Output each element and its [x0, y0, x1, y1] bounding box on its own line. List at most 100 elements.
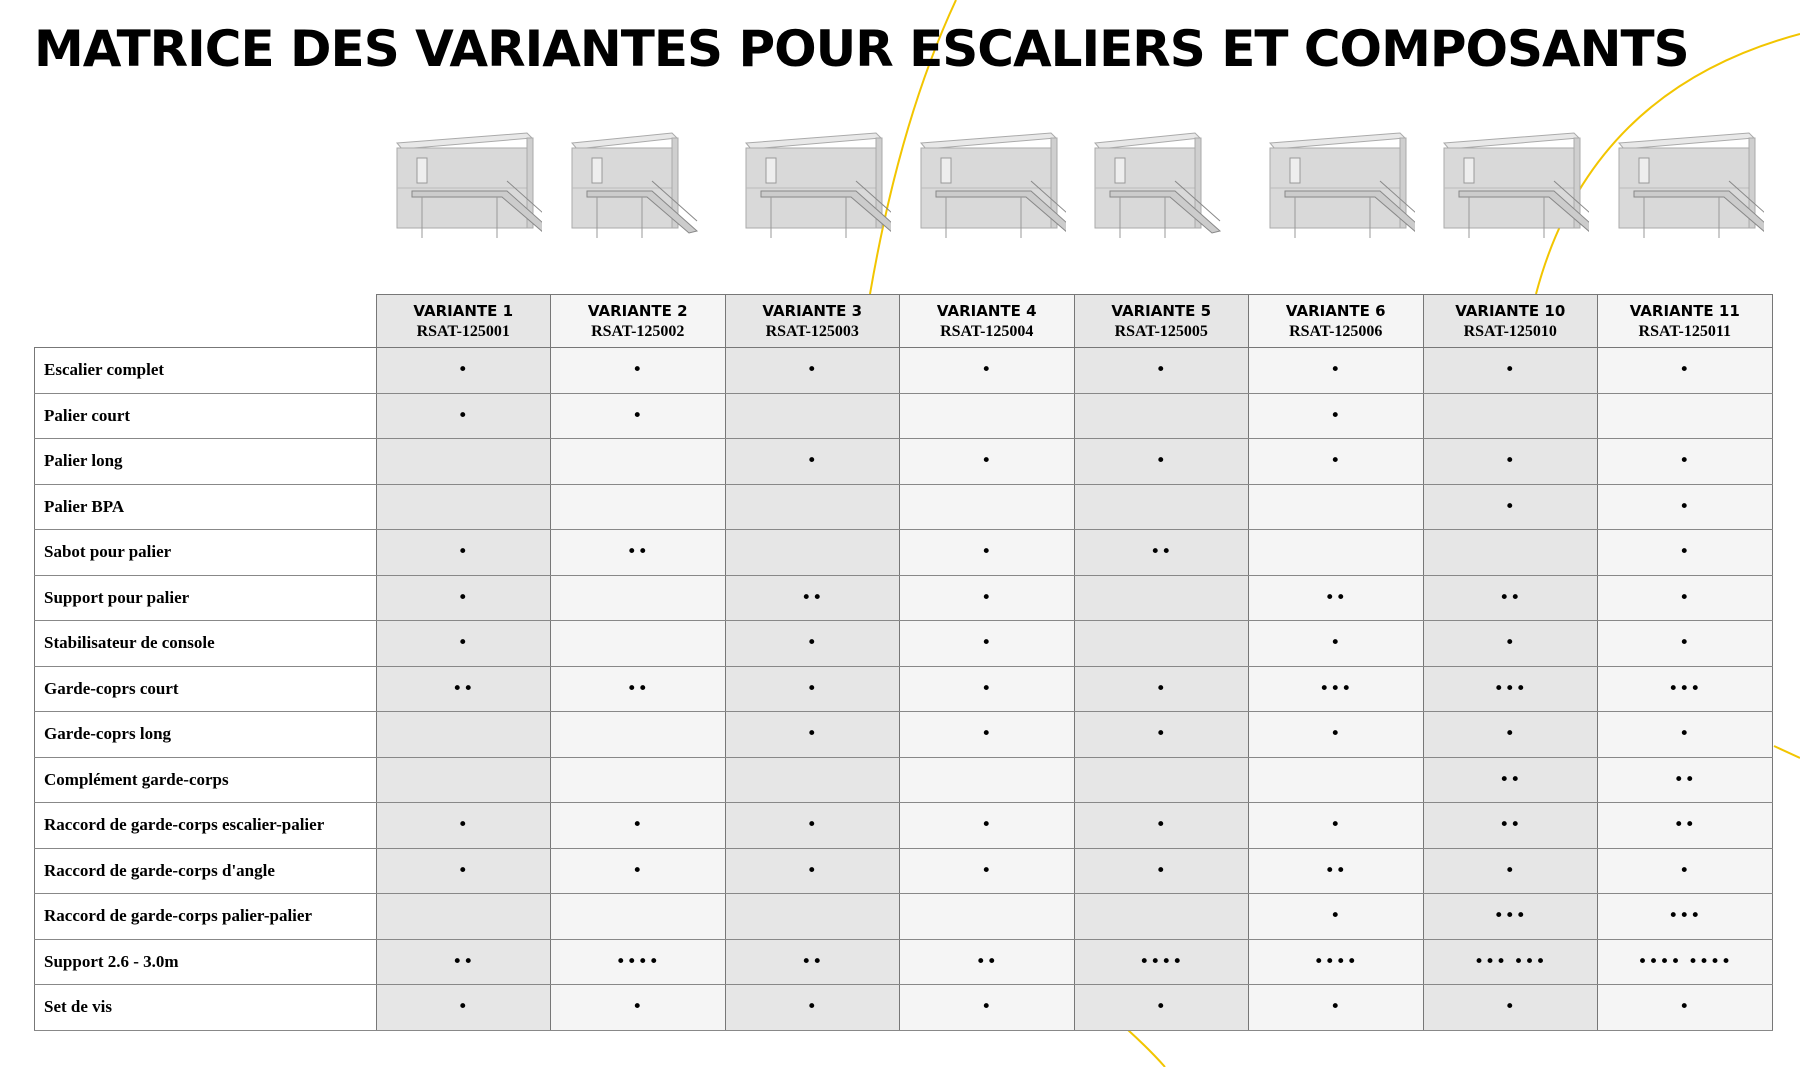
stair-variant-image — [724, 118, 899, 258]
quantity-cell: •• — [1597, 756, 1773, 803]
quantity-cell: • — [724, 711, 900, 758]
column-header-variant: VARIANTE 3 RSAT-125003 — [724, 294, 900, 348]
quantity-cell: • — [899, 984, 1075, 1031]
quantity-cell — [724, 756, 900, 803]
quantity-cell — [1073, 574, 1249, 621]
column-header-variant: VARIANTE 2 RSAT-125002 — [550, 294, 726, 348]
quantity-cell — [1073, 756, 1249, 803]
variant-name: VARIANTE 4 — [936, 301, 1037, 320]
row-label: Sabot pour palier — [34, 529, 377, 576]
quantity-cell: • — [1248, 711, 1424, 758]
quantity-cell: • — [1422, 711, 1598, 758]
quantity-cell — [550, 574, 726, 621]
quantity-cell: • — [375, 392, 551, 439]
quantity-cell — [1422, 392, 1598, 439]
quantity-cell — [899, 483, 1075, 530]
variant-name: VARIANTE 1 — [413, 301, 514, 320]
quantity-cell: •• — [1422, 574, 1598, 621]
quantity-cell: • — [1597, 847, 1773, 894]
row-label: Garde-coprs long — [34, 711, 377, 758]
variant-code: RSAT-125011 — [1638, 322, 1731, 340]
header-blank-cell — [34, 294, 376, 348]
table-row: Raccord de garde-corps escalier-palier • •… — [34, 802, 1773, 849]
stair-variant-image — [375, 118, 550, 258]
quantity-cell: •• — [1248, 574, 1424, 621]
quantity-cell: •• — [724, 574, 900, 621]
table-row: Complément garde-corps •• •• — [34, 756, 1773, 803]
quantity-cell — [1073, 392, 1249, 439]
quantity-cell: •••• — [1248, 938, 1424, 985]
quantity-cell: • — [1248, 392, 1424, 439]
quantity-cell: ••• — [1597, 893, 1773, 940]
column-header-variant: VARIANTE 1 RSAT-125001 — [375, 294, 551, 348]
column-header-variant: VARIANTE 6 RSAT-125006 — [1248, 294, 1424, 348]
stair-variant-image — [550, 118, 725, 258]
quantity-cell: • — [899, 529, 1075, 576]
quantity-cell: • — [1248, 438, 1424, 485]
quantity-cell: • — [724, 847, 900, 894]
table-row: Raccord de garde-corps palier-palier • •••… — [34, 893, 1773, 940]
table-row: Garde-coprs court •• •• • • • ••• ••• ••• — [34, 665, 1773, 712]
variant-name: VARIANTE 6 — [1285, 301, 1386, 320]
variant-name: VARIANTE 3 — [762, 301, 863, 320]
variant-code: RSAT-125002 — [591, 322, 685, 340]
quantity-cell: • — [724, 984, 900, 1031]
row-label: Set de vis — [34, 984, 377, 1031]
variant-images — [375, 118, 1771, 258]
quantity-cell: • — [899, 347, 1075, 394]
quantity-cell: • — [1422, 483, 1598, 530]
variant-name: VARIANTE 11 — [1629, 301, 1740, 320]
quantity-cell — [1073, 483, 1249, 530]
column-header-variant: VARIANTE 4 RSAT-125004 — [899, 294, 1075, 348]
table-row: Palier long • • • • • • — [34, 438, 1773, 485]
variant-code: RSAT-125010 — [1463, 322, 1557, 340]
quantity-cell: • — [550, 347, 726, 394]
quantity-cell: • — [375, 620, 551, 667]
row-label: Palier BPA — [34, 483, 377, 530]
quantity-cell: •• — [1073, 529, 1249, 576]
quantity-cell: ••• — [1422, 893, 1598, 940]
quantity-cell: • — [899, 665, 1075, 712]
variant-matrix-table: VARIANTE 1 RSAT-125001 VARIANTE 2 RSAT-1250… — [34, 294, 1773, 1031]
quantity-cell: • — [1597, 347, 1773, 394]
quantity-cell: • — [1073, 847, 1249, 894]
quantity-cell — [1597, 392, 1773, 439]
stair-variant-image — [1422, 118, 1597, 258]
table-row: Palier court • • • — [34, 392, 1773, 439]
stair-variant-image — [1597, 118, 1772, 258]
quantity-cell: • — [1073, 347, 1249, 394]
yellow-arc-right-lower — [1773, 745, 1800, 759]
quantity-cell: • — [1597, 529, 1773, 576]
quantity-cell: •••• — [1073, 938, 1249, 985]
quantity-cell: •• — [1422, 802, 1598, 849]
quantity-cell: • — [1248, 984, 1424, 1031]
row-label: Raccord de garde-corps escalier-palier — [34, 802, 377, 849]
stair-variant-image — [1248, 118, 1423, 258]
quantity-cell — [375, 438, 551, 485]
variant-code: RSAT-125005 — [1114, 322, 1208, 340]
quantity-cell: •• — [550, 665, 726, 712]
quantity-cell: • — [1597, 984, 1773, 1031]
quantity-cell — [375, 756, 551, 803]
table-row: Set de vis • • • • • • • • — [34, 984, 1773, 1031]
quantity-cell: • — [1073, 711, 1249, 758]
quantity-cell: • — [724, 438, 900, 485]
quantity-cell: • — [899, 802, 1075, 849]
quantity-cell: • — [1597, 620, 1773, 667]
quantity-cell: • — [375, 847, 551, 894]
quantity-cell: • — [550, 984, 726, 1031]
quantity-cell: • — [724, 665, 900, 712]
quantity-cell: ••• ••• — [1422, 938, 1598, 985]
quantity-cell: • — [899, 847, 1075, 894]
quantity-cell: •• — [1597, 802, 1773, 849]
quantity-cell: • — [1248, 893, 1424, 940]
quantity-cell: • — [550, 847, 726, 894]
quantity-cell: • — [899, 438, 1075, 485]
variant-code: RSAT-125006 — [1289, 322, 1383, 340]
quantity-cell: •• — [724, 938, 900, 985]
quantity-cell: • — [550, 802, 726, 849]
quantity-cell: • — [1248, 620, 1424, 667]
quantity-cell — [550, 756, 726, 803]
variant-code: RSAT-125003 — [765, 322, 859, 340]
quantity-cell: • — [1597, 483, 1773, 530]
